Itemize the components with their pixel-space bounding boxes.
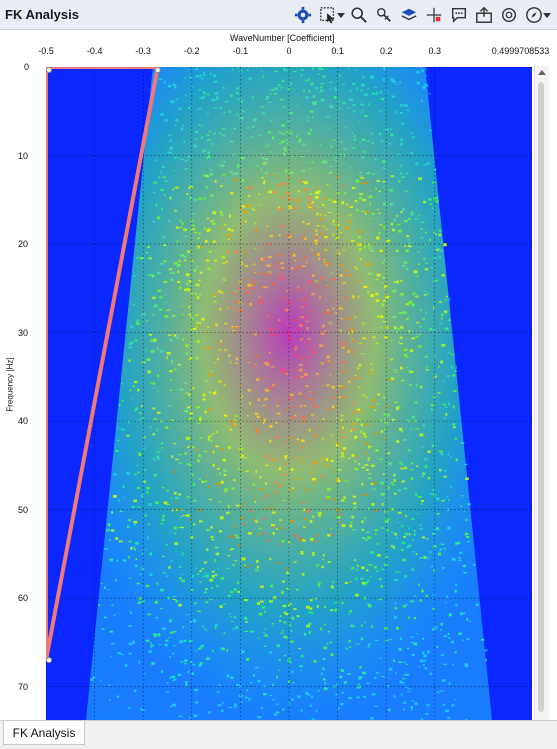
heatmap-canvas: [46, 67, 532, 731]
y-tick-label: 20: [18, 239, 29, 250]
scroll-up-icon[interactable]: [535, 66, 549, 80]
x-axis-label: WaveNumber [Coefficient]: [230, 33, 335, 43]
x-tick-label: 0.1: [331, 46, 344, 56]
x-tick-label: -0.3: [135, 46, 151, 56]
y-tick-label: 40: [18, 416, 29, 427]
heatmap-cell: [447, 297, 451, 301]
annotation-icon[interactable]: [448, 4, 470, 26]
heatmap-cell: [485, 659, 487, 661]
y-tick-label: 50: [18, 504, 29, 515]
fk-spectrum-heatmap[interactable]: [46, 67, 532, 731]
polygon-vertex-handle: [46, 657, 52, 664]
x-tick-label: -0.4: [86, 46, 103, 56]
heatmap-cell: [443, 243, 447, 247]
tab-bar: FK Analysis: [0, 720, 557, 749]
polygon-vertex-handle: [46, 67, 52, 73]
y-tick-label: 70: [18, 681, 29, 692]
pan-icon[interactable]: [373, 4, 395, 26]
tab-fk-analysis[interactable]: FK Analysis: [3, 721, 85, 745]
gear-icon[interactable]: [292, 4, 314, 26]
y-tick-label: 30: [18, 327, 29, 338]
x-tick-label: -0.1: [232, 46, 249, 56]
fit-icon[interactable]: [498, 4, 520, 26]
heatmap-cell: [424, 68, 427, 70]
vertical-scrollbar[interactable]: [534, 66, 549, 732]
x-tick-label: 0.4999708533: [491, 46, 550, 56]
zoom-icon[interactable]: [348, 4, 370, 26]
heatmap-cell: [426, 92, 431, 95]
dropdown-caret-icon[interactable]: [337, 4, 345, 26]
fk-plot[interactable]: WaveNumber [Coefficient] -0.5 -0.4 -0.3 -0.…: [0, 30, 557, 747]
x-tick-label: 0.3: [428, 46, 442, 56]
y-tick-label: 10: [18, 150, 29, 161]
compass-icon[interactable]: [523, 4, 545, 26]
dropdown-caret-icon[interactable]: [543, 4, 551, 26]
x-tick-label: 0: [286, 46, 292, 56]
toolbar: [289, 4, 551, 26]
select-region-icon[interactable]: [317, 4, 339, 26]
vertical-scroll-thumb[interactable]: [538, 82, 544, 712]
y-tick-label: 0: [24, 62, 30, 72]
x-tick-label: 0.2: [379, 46, 393, 56]
title-bar: FK Analysis: [0, 0, 557, 30]
layers-icon[interactable]: [398, 4, 420, 26]
filter-polygon: [46, 67, 160, 661]
x-tick-label: -0.5: [38, 46, 54, 56]
y-axis-label: Frequency [Hz]: [5, 357, 15, 412]
crosshair-icon[interactable]: [423, 4, 445, 26]
export-icon[interactable]: [473, 4, 495, 26]
heatmap-cell: [484, 649, 488, 652]
window-title: FK Analysis: [5, 7, 79, 22]
x-tick-label: -0.2: [184, 46, 200, 56]
polygon-vertex-handle: [154, 67, 161, 73]
y-tick-label: 60: [18, 593, 29, 604]
